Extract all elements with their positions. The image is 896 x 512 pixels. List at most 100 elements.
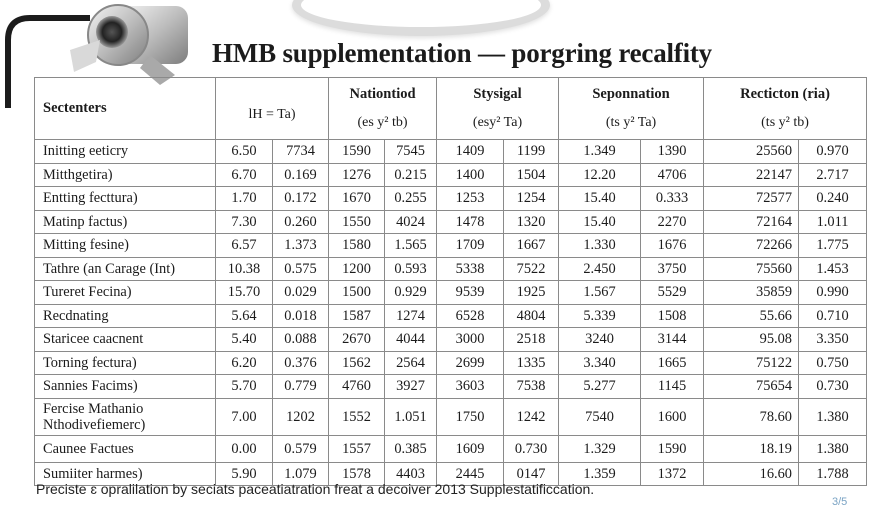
table-cell: 6528 [436, 303, 505, 328]
table-cell: 6.70 [215, 162, 273, 187]
table-row: Torning fectura) 6.20 0.376 1562 2564 2699 133… [34, 350, 868, 375]
table-row: Fercise Mathanio Nthodivefiemerc) 7.00 120… [34, 397, 868, 436]
table-cell: 7734 [272, 139, 329, 164]
table-row: Mitting fesine) 6.57 1.373 1580 1.565 1709 166… [34, 233, 868, 258]
table-row: Initting eeticry 6.50 7734 1590 7545 1409 1199… [34, 139, 868, 164]
table-row: Caunee Factues 0.00 0.579 1557 0.385 1609 0.73… [34, 434, 868, 463]
table-row: Sannies Facims) 5.70 0.779 4760 3927 3603 7538… [34, 374, 868, 399]
table-cell: 0.929 [383, 280, 438, 305]
table-row: Recdnating 5.64 0.018 1587 1274 6528 4804 5.339… [34, 303, 868, 328]
table-cell: 0.240 [798, 186, 868, 211]
table-cell: 0.579 [272, 434, 329, 463]
table-cell: 55.66 [703, 303, 800, 328]
table-cell: 7545 [383, 139, 438, 164]
table-cell: 1335 [503, 350, 560, 375]
table-cell: 4804 [503, 303, 560, 328]
group-header: Stysigal (esy² Ta) [436, 77, 560, 140]
table-cell: 2270 [640, 209, 705, 234]
group-header: Nationtiod (es y² tb) [327, 77, 438, 140]
row-label: Matinp factus) [34, 209, 216, 234]
group-title: Stysigal [473, 86, 522, 102]
table-cell: 6.50 [215, 139, 273, 164]
table-cell: 1390 [640, 139, 705, 164]
table-cell: 3000 [436, 327, 505, 352]
corner-header: Sectenters [34, 77, 216, 140]
decorative-ring [292, 0, 550, 36]
row-label: Torning fectura) [34, 350, 216, 375]
table-cell: 1.775 [798, 233, 868, 258]
table-cell: 1200 [328, 256, 385, 281]
group-unit: (es y² tb) [357, 115, 408, 130]
table-cell: 5.70 [215, 374, 273, 399]
group-header: Recticton (ria) (ts y² tb) [703, 77, 868, 140]
table-cell: 1580 [328, 233, 385, 258]
table-cell: 0.260 [272, 209, 329, 234]
group-unit: (ts y² tb) [761, 115, 809, 130]
table-cell: 1.567 [558, 280, 642, 305]
table-cell: 5.90 [215, 461, 273, 486]
table-cell: 1550 [328, 209, 385, 234]
device-illustration [5, 4, 188, 108]
table-cell: 16.60 [703, 461, 800, 486]
table-cell: 0.169 [272, 162, 329, 187]
table-cell: 4024 [383, 209, 438, 234]
table-cell: 5529 [640, 280, 705, 305]
table-cell: 1.380 [798, 397, 868, 436]
row-label: Caunee Factues [34, 434, 216, 463]
page-title: HMB supplementation — porgring recalfity [212, 38, 712, 68]
group-title: Recticton (ria) [740, 86, 830, 102]
table-cell: 1.051 [383, 397, 438, 436]
table-cell: 72164 [703, 209, 800, 234]
table-cell: 0.018 [272, 303, 329, 328]
table-cell: 1409 [436, 139, 505, 164]
table-cell: 1254 [503, 186, 560, 211]
table-cell: 95.08 [703, 327, 800, 352]
table-cell: 2699 [436, 350, 505, 375]
table-cell: 4403 [383, 461, 438, 486]
table-cell: 7522 [503, 256, 560, 281]
table-cell: 0.215 [383, 162, 438, 187]
row-label: Recdnating [34, 303, 216, 328]
table-cell: 6.57 [215, 233, 273, 258]
group-unit: (ts y² Ta) [605, 115, 657, 130]
table-cell: 1590 [640, 434, 705, 463]
table-cell: 0.376 [272, 350, 329, 375]
table-cell: 1.373 [272, 233, 329, 258]
table-cell: 1500 [328, 280, 385, 305]
table-cell: 1400 [436, 162, 505, 187]
table-cell: 4706 [640, 162, 705, 187]
table-cell: 5.339 [558, 303, 642, 328]
table-cell: 2518 [503, 327, 560, 352]
table-cell: 6.20 [215, 350, 273, 375]
table-cell: 0.710 [798, 303, 868, 328]
table-cell: 1478 [436, 209, 505, 234]
table-cell: 5.40 [215, 327, 273, 352]
table-cell: 1750 [436, 397, 505, 436]
table-cell: 15.40 [558, 186, 642, 211]
table-cell: 1145 [640, 374, 705, 399]
table-cell: 1.330 [558, 233, 642, 258]
table-cell: 1276 [328, 162, 385, 187]
table-cell: 1590 [328, 139, 385, 164]
table-cell: 18.19 [703, 434, 800, 463]
table-cell: 1587 [328, 303, 385, 328]
table-cell: 75654 [703, 374, 800, 399]
table-cell: 1665 [640, 350, 705, 375]
table-cell: 22147 [703, 162, 800, 187]
table-cell: 4044 [383, 327, 438, 352]
table-cell: 3927 [383, 374, 438, 399]
table-cell: 78.60 [703, 397, 800, 436]
row-label: Staricee caacnent [34, 327, 216, 352]
group-header: lH = Ta) [215, 77, 329, 140]
table-cell: 1578 [328, 461, 385, 486]
table-cell: 0.00 [215, 434, 273, 463]
table-cell: 1667 [503, 233, 560, 258]
table-cell: 7.00 [215, 397, 273, 436]
table-cell: 1.349 [558, 139, 642, 164]
table-cell: 3750 [640, 256, 705, 281]
table-cell: 1199 [503, 139, 560, 164]
table-cell: 1709 [436, 233, 505, 258]
table-cell: 1557 [328, 434, 385, 463]
row-label: Tathre (an Carage (Int) [34, 256, 216, 281]
page-number: 3/5 [832, 496, 848, 508]
